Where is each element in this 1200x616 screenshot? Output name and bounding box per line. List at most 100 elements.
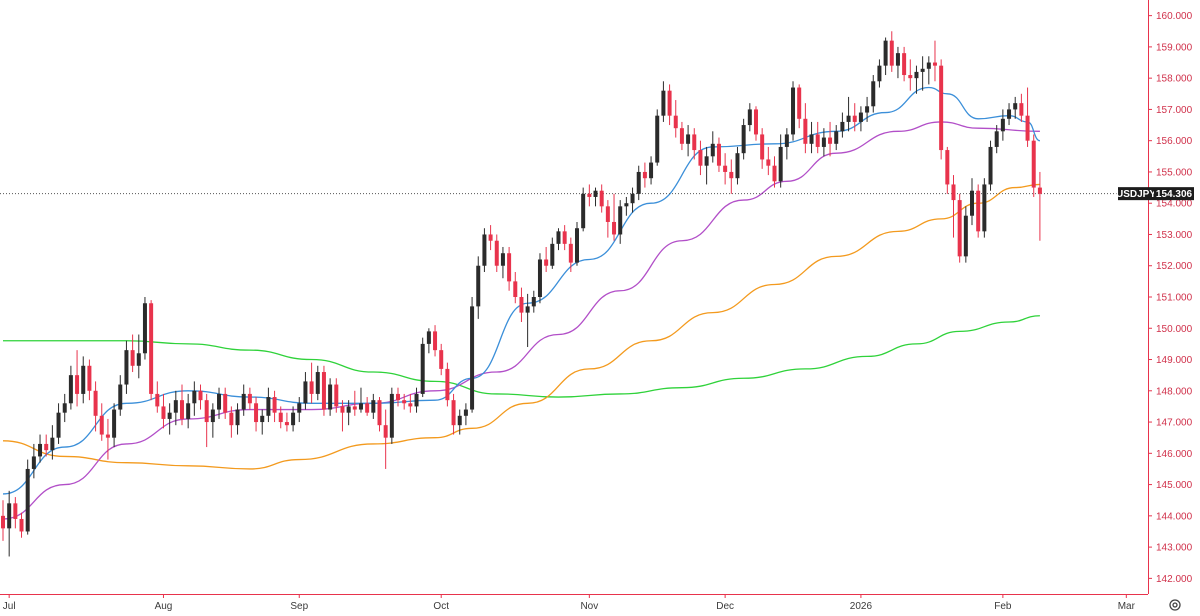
- candle-up: [655, 109, 660, 166]
- candle-down: [1037, 171, 1042, 241]
- candle-down: [451, 393, 456, 435]
- candle-up: [315, 365, 320, 401]
- candle-down: [321, 365, 326, 416]
- candle-down: [513, 271, 518, 304]
- candle-down: [494, 234, 499, 272]
- candle-down: [272, 390, 277, 423]
- candle-up: [970, 178, 975, 226]
- candle-up: [38, 434, 43, 463]
- price-tick-label: 142.000: [1156, 574, 1193, 585]
- candle-up: [371, 393, 376, 419]
- candle-up: [210, 403, 215, 438]
- time-tick-label: 2026: [850, 601, 873, 612]
- candle-up: [537, 253, 542, 304]
- candle-down: [284, 412, 289, 432]
- candle-up: [1000, 109, 1005, 141]
- candle-down: [544, 246, 549, 272]
- candle-down: [908, 59, 913, 91]
- settings-gear-icon[interactable]: [1169, 599, 1181, 611]
- candle-up: [686, 125, 691, 157]
- candle-down: [179, 384, 184, 426]
- candle-down: [1019, 93, 1024, 122]
- candle-up: [834, 125, 839, 151]
- candle-up: [136, 334, 141, 379]
- candle-up: [556, 228, 561, 251]
- candle-up: [31, 443, 36, 479]
- candle-up: [661, 81, 666, 122]
- candle-down: [797, 84, 802, 129]
- price-tick-label: 152.000: [1156, 261, 1193, 272]
- price-tag: 154.306: [1154, 187, 1194, 201]
- candle-down: [642, 162, 647, 188]
- candle-down: [75, 350, 80, 407]
- time-axis-ticks: Jul Aug Sep Oct Nov Dec 2026 Feb Mar: [3, 594, 1136, 612]
- candle-up: [389, 387, 394, 444]
- price-tick-label: 153.000: [1156, 230, 1193, 241]
- candle-up: [186, 393, 191, 429]
- candle-down: [1025, 87, 1030, 147]
- price-tick-label: 156.000: [1156, 136, 1193, 147]
- candle-up: [926, 56, 931, 85]
- candle-down: [760, 128, 765, 169]
- candle-up: [778, 134, 783, 188]
- candle-up: [192, 381, 197, 416]
- candle-up: [914, 65, 919, 94]
- candle-up: [821, 128, 826, 157]
- time-tick-label: Dec: [716, 601, 734, 612]
- price-tick-label: 160.000: [1156, 11, 1193, 22]
- candle-down: [902, 46, 907, 82]
- candle-down: [247, 387, 252, 410]
- candle-down: [852, 103, 857, 132]
- candle-up: [877, 59, 882, 88]
- candle-down: [488, 225, 493, 251]
- candle-up: [217, 387, 222, 419]
- candle-up: [7, 490, 12, 557]
- candle-down: [1031, 134, 1036, 197]
- candle-up: [840, 112, 845, 138]
- symbol-label: USDJPY: [1116, 189, 1156, 200]
- candle-up: [963, 206, 968, 263]
- candle-down: [951, 175, 956, 238]
- candle-up: [81, 356, 86, 404]
- price-tick-label: 143.000: [1156, 543, 1193, 554]
- last-price-label: 154.306: [1156, 189, 1193, 200]
- candle-up: [297, 397, 302, 423]
- candle-down: [439, 343, 444, 376]
- candle-up: [260, 409, 265, 435]
- candle-down: [957, 193, 962, 263]
- candle-up: [482, 228, 487, 272]
- candle-down: [723, 153, 728, 185]
- candle-up: [846, 96, 851, 132]
- candle-down: [130, 334, 135, 373]
- candle-down: [155, 381, 160, 413]
- price-tick-label: 145.000: [1156, 480, 1193, 491]
- candle-up: [809, 121, 814, 154]
- candle-down: [679, 121, 684, 151]
- candle-down: [568, 237, 573, 272]
- candle-down: [223, 387, 228, 419]
- price-tick-label: 155.000: [1156, 167, 1193, 178]
- price-tick-label: 147.000: [1156, 418, 1193, 429]
- price-axis-ticks: 142.000 143.000 144.000 145.000 146.000 147.0…: [1148, 11, 1193, 585]
- candle-down: [229, 406, 234, 438]
- candle-up: [25, 459, 30, 535]
- candle-down: [19, 512, 24, 538]
- candle-up: [531, 290, 536, 313]
- ma-long-line: [3, 315, 1040, 398]
- ma-slow-line: [2, 183, 1040, 470]
- candle-up: [593, 187, 598, 207]
- candle-up: [112, 403, 117, 448]
- candle-up: [895, 46, 900, 79]
- candle-up: [266, 387, 271, 423]
- candle-down: [198, 384, 203, 410]
- time-tick-label: Sep: [290, 601, 308, 612]
- symbol-tag[interactable]: USDJPY: [1116, 187, 1156, 201]
- candle-down: [87, 359, 92, 401]
- candle-up: [56, 403, 61, 444]
- candle-down: [803, 103, 808, 154]
- candle-up: [173, 390, 178, 426]
- candle-down: [716, 137, 721, 172]
- candle-down: [445, 362, 450, 407]
- candle-up: [500, 246, 505, 279]
